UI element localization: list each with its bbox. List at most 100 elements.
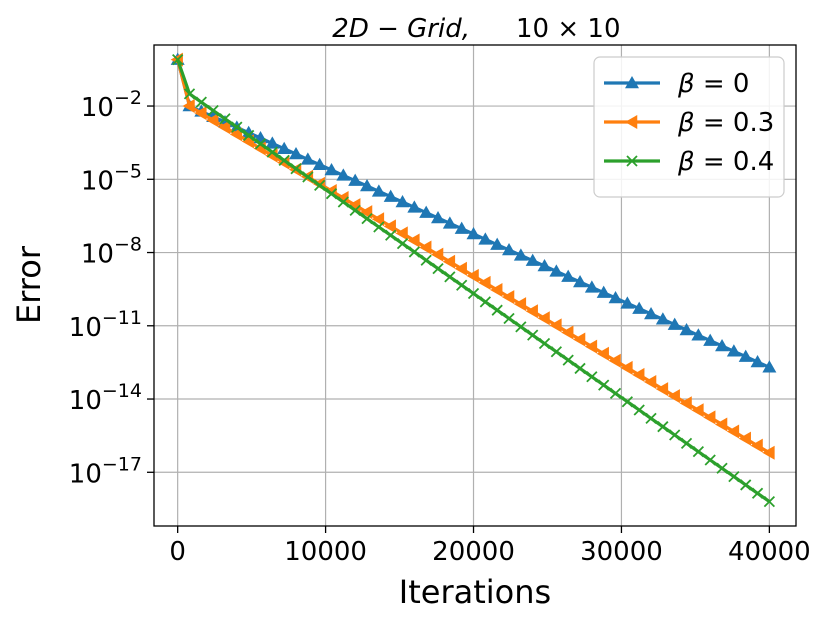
- data-point: [431, 211, 446, 224]
- x-marker-stroke: [728, 470, 740, 483]
- data-point: [432, 262, 444, 275]
- x-marker-stroke: [408, 246, 420, 258]
- data-point: [550, 346, 562, 358]
- data-point: [704, 454, 716, 466]
- data-point: [348, 173, 363, 186]
- data-point: [549, 318, 562, 333]
- x-tick-label: 0: [169, 537, 186, 567]
- x-marker-stroke: [704, 454, 716, 466]
- data-point: [703, 410, 716, 425]
- data-point: [750, 354, 765, 368]
- x-marker-stroke: [219, 113, 231, 125]
- x-marker-stroke: [626, 155, 638, 167]
- data-point: [265, 136, 280, 149]
- data-point: [266, 146, 278, 158]
- x-marker-stroke: [231, 121, 243, 133]
- data-point: [371, 184, 386, 197]
- data-point: [515, 321, 527, 333]
- title-size-label: 10 × 10: [516, 14, 620, 44]
- data-point: [503, 312, 515, 325]
- data-point: [383, 219, 396, 234]
- data-point: [395, 226, 408, 241]
- data-point: [431, 247, 444, 262]
- legend-label: β = 0: [677, 69, 749, 99]
- x-marker-stroke: [207, 104, 219, 117]
- data-point: [395, 195, 410, 208]
- title-grid-label: 2D − Grid,: [332, 14, 470, 44]
- data-point: [738, 349, 753, 362]
- data-point: [669, 429, 681, 441]
- data-point: [454, 261, 467, 276]
- data-point: [573, 332, 586, 347]
- data-point: [314, 179, 326, 192]
- legend-label: β = 0.4: [677, 147, 774, 177]
- x-marker-stroke: [562, 354, 574, 366]
- x-marker-stroke: [243, 129, 255, 142]
- data-point: [608, 290, 623, 304]
- data-point: [645, 412, 657, 425]
- legend-label: β = 0.3: [677, 108, 774, 138]
- data-point: [537, 258, 552, 272]
- data-point: [596, 346, 609, 361]
- data-point: [325, 188, 338, 200]
- data-point: [182, 99, 195, 114]
- data-point: [667, 389, 680, 404]
- data-point: [667, 317, 682, 330]
- data-point: [290, 163, 302, 175]
- data-point: [657, 421, 669, 433]
- x-marker-stroke: [195, 96, 207, 108]
- data-point: [324, 163, 339, 176]
- data-point: [525, 253, 540, 266]
- y-axis-title: Error: [10, 245, 48, 324]
- x-marker-stroke: [751, 487, 764, 499]
- data-point: [502, 290, 515, 305]
- data-point: [254, 138, 267, 150]
- x-marker-stroke: [456, 279, 468, 291]
- data-point: [715, 417, 728, 432]
- x-marker-stroke: [692, 446, 705, 458]
- data-point: [633, 404, 645, 416]
- legend-marker: [625, 115, 638, 129]
- data-point: [620, 296, 635, 309]
- data-point: [513, 248, 528, 261]
- data-point: [183, 88, 196, 100]
- data-point: [373, 221, 385, 233]
- x-marker-stroke: [645, 412, 657, 425]
- x-tick-label: 40000: [728, 537, 811, 567]
- data-point: [419, 240, 432, 255]
- x-tick-label: 10000: [284, 537, 367, 567]
- data-point: [396, 237, 409, 250]
- legend-marker: [626, 155, 638, 167]
- x-marker-stroke: [302, 171, 314, 183]
- legend-entry-0: β = 0: [604, 69, 749, 99]
- data-point: [361, 213, 373, 225]
- x-marker-stroke: [444, 271, 456, 283]
- data-point: [312, 157, 327, 170]
- x-marker-stroke: [337, 196, 349, 208]
- data-point: [750, 438, 763, 453]
- x-marker-stroke: [574, 362, 586, 375]
- data-point: [207, 104, 219, 117]
- x-marker-stroke: [373, 221, 385, 233]
- data-point: [716, 462, 728, 474]
- x-marker-stroke: [680, 437, 693, 449]
- x-marker-stroke: [254, 138, 267, 150]
- x-marker-stroke: [396, 237, 409, 250]
- x-marker-stroke: [669, 429, 681, 441]
- x-marker-stroke: [586, 371, 598, 383]
- data-point: [527, 329, 539, 341]
- data-point: [478, 275, 491, 290]
- data-point: [608, 353, 621, 368]
- data-point: [573, 274, 588, 288]
- y-axis-ticks: 10−2 10−5 10−8 10−11 10−14 10−17: [69, 87, 154, 489]
- legend: β = 0 β = 0.3 β = 0.4: [593, 56, 785, 198]
- data-point: [491, 304, 503, 316]
- data-point: [679, 396, 692, 411]
- data-point: [371, 212, 385, 227]
- data-point: [562, 354, 574, 366]
- data-point: [442, 216, 457, 229]
- x-marker-stroke: [172, 54, 184, 66]
- data-point: [385, 229, 397, 241]
- y-tick-label: 10−14: [69, 380, 142, 416]
